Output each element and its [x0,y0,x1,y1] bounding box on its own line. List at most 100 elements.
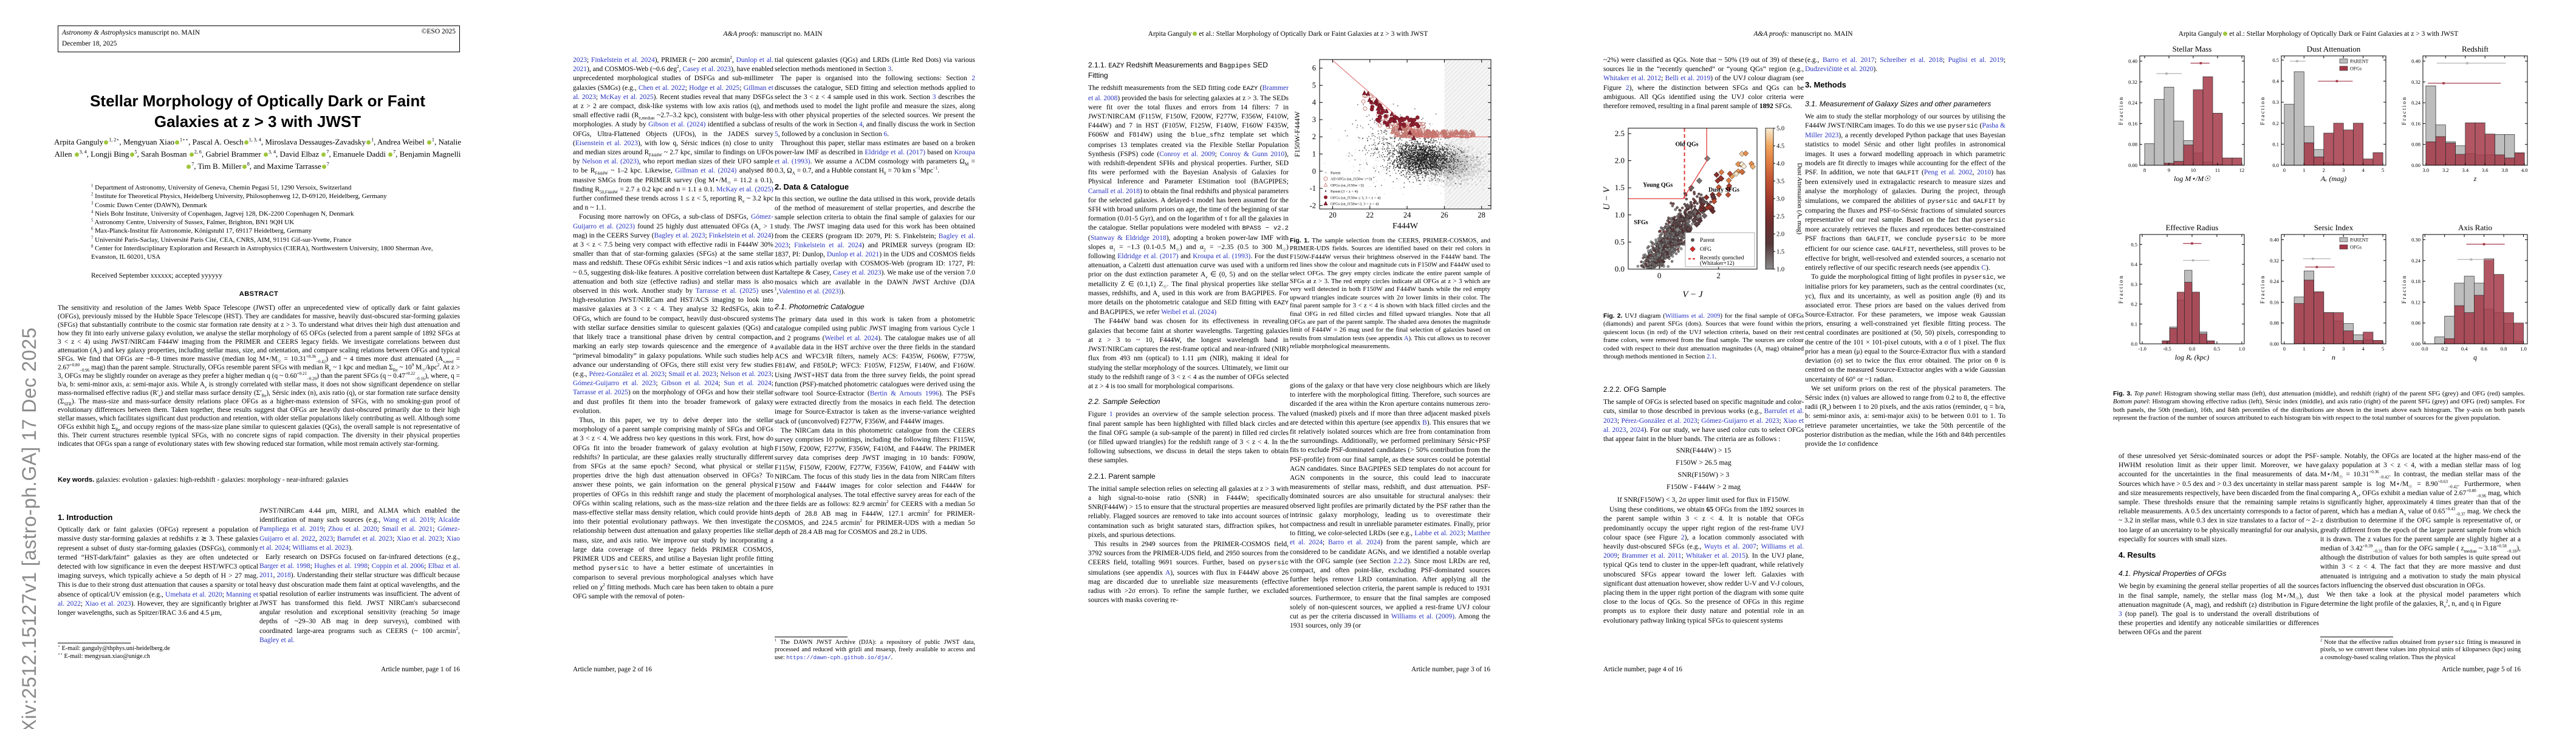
paragraph: Focusing more narrowly on OFGs, a sub-cl… [573,213,773,415]
figure-3-histogram-grid: Stellar Mass 8 9 10 11 12 0.00 0.08 0.16 0.24 0.32… [2109,41,2535,385]
section-heading: 2.2.2. OFG Sample [1603,385,1667,394]
affiliation-item: 7 Université Paris-Saclay, Université Pa… [91,236,352,244]
selection-cut-line [1332,60,1491,137]
fig3-legend: PARENTOFGs [2339,59,2368,72]
paragraph: tial quiescent galaxies (QGs) and LRDs (… [775,56,975,74]
affiliation-item: 2 Institute for Theoretical Physics, Hei… [91,192,387,200]
panel-axis-ratio: Axis Ratio0.0 0.2 0.4 0.6 0.8 1.00.000.060.12… [2402,223,2528,361]
page1-right-column: JWST/NIRCam 4.44 μm, MIRI, and ALMA whic… [259,507,460,661]
page5-running-head: Arpita Ganguly et al.: Stellar Morpholog… [2178,30,2459,38]
received-accepted-line: Received September xxxxxx; accepted yyyy… [91,272,222,279]
section-heading: 2.1. Photometric Catalogue [775,303,865,312]
paragraph: The redshift measurements from the SED f… [1088,84,1289,317]
paragraph: Using these conditions, we obtain 65 OFG… [1603,506,1804,625]
fig2-plot-area [1628,128,1756,269]
panel-redshift: Redshift3.0 3.2 3.4 3.6 3.8 4.00.000.080.160.… [2402,44,2528,183]
section-heading: 3.1. Measurement of Galaxy Sizes and oth… [1805,99,1992,108]
ofg-diamonds [1674,150,1756,238]
paragraph: of these unresolved yet Sérsic-dominated… [2119,453,2319,543]
page5-left-column: of these unresolved yet Sérsic-dominated… [2119,452,2319,662]
orcid-icon [174,140,179,145]
equation: SNR(F150W) > 3 [1677,470,1730,479]
figure-3-caption: Fig. 3. Top panel: Histogram showing ste… [2113,390,2525,422]
author-list: Arpita Ganguly 1, 2⋆, Mengyuan Xiao 1⋆⋆, P… [54,137,461,171]
orcid-icon [129,152,134,157]
figure-1-selection-scatter: 20 22 24 26 28 -2 -1 0 1 2 3 4 5 6 F444W F150W-F444W Par… [1292,56,1495,233]
page-1: arXiv:2512.15127v1 [astro-ph.GA] 17 Dec … [0,0,515,729]
paragraph: We set uniform priors on the rest of the… [1805,385,2006,448]
paper-title: Stellar Morphology of Optically Dark or … [90,92,425,131]
paragraph: The paper is organised into the followin… [775,75,975,138]
keywords-line: Key words. galaxies: evolution - galaxie… [58,476,460,484]
points-parent-z34-sparse [1345,103,1465,186]
footnote: 2 Note that the effective radius obtaine… [2320,638,2521,662]
paragraph: Early research on DSFGs focused on far-i… [259,553,460,644]
orcid-icon [187,165,191,169]
spacer [58,618,258,639]
paragraph: sample. Notably, the OFGs are located at… [2320,453,2521,589]
orcid-icon [388,152,393,157]
arxiv-sidebar-text: arXiv:2512.15127v1 [astro-ph.GA] 17 Dec … [18,327,40,729]
page2-right-column: tial quiescent galaxies (QGs) and LRDs (… [775,56,975,662]
eso-copyright: ©ESO 2025 [421,28,456,35]
abstract-text: The sensitivity and resolution of the Ja… [58,304,460,448]
paragraph: To guide the morphological fitting of li… [1805,273,2006,383]
orcid-icon [244,140,248,145]
page-5: Arpita Ganguly et al.: Stellar Morpholog… [2061,0,2576,729]
panel-dust-attenuation: Dust Attenuation0 1 2 3 4 50.00.10.20.30.40.5… [2260,44,2386,183]
paragraph: We aim to study the stellar morphology o… [1805,112,2006,272]
page3-right-column-lower: gions of the galaxy or that have very cl… [1290,382,1490,662]
orcid-icon [321,165,326,169]
fig3-legend: PARENTOFGs [2339,238,2368,250]
paragraph: Thus, in this paper, we try to delve dee… [573,416,773,600]
orcid-icon [1192,32,1197,36]
manuscript-name: Astronomy & Astrophysics manuscript no. … [62,29,200,36]
orcid-icon [189,152,194,157]
paragraph: 2023; Finkelstein et al. 2024), PRIMER (… [573,56,773,212]
abstract-heading: ABSTRACT [239,290,279,298]
orcid-icon [263,152,268,157]
figure-2-caption: Fig. 2. UVJ diagram (Williams et al. 200… [1603,312,1804,361]
orcid-icon [2222,32,2227,36]
manuscript-date: December 18, 2025 [62,39,117,47]
orcid-icon [426,140,431,145]
page5-right-column: sample. Notably, the OFGs are located at… [2320,452,2521,662]
paragraph: (e.g., Barro et al. 2017; Schreiber et a… [1805,56,2006,74]
paragraph: The primary data used in this work is ta… [775,316,975,425]
paragraph: The sample of OFGs is selected based on … [1603,399,1804,443]
page3-running-head: Arpita Ganguly et al.: Stellar Morpholog… [1148,30,1428,38]
quiescent-wedge-line [1628,128,1707,199]
affiliation-item: 5 Astronomy Centre, University of Sussex… [91,218,295,227]
page4-footer: Article number, page 4 of 16 [1603,666,1683,673]
affiliation-item: 1 Department of Astronomy, University of… [91,183,352,191]
keywords-text: galaxies: evolution - galaxies: high-red… [96,476,349,484]
paragraph: The NIRCam data in this photometric cata… [775,426,975,536]
affiliation-item: 3 Cosmic Dawn Center (DAWN), Denmark [91,200,207,209]
panel-effective-radius: Effective Radius-1.0 -0.5 0.0 0.5 1.00.00.10… [2119,223,2245,361]
page2-running-head: A&A proofs: manuscript no. MAIN [723,30,823,38]
paragraph: gions of the galaxy or that have very cl… [1290,382,1490,630]
footnote: ⋆⋆ E-mail: mengyuan.xiao@unige.ch [58,652,150,660]
section-heading: 2.1.1. EAZY Redshift Measurements and Ba… [1088,61,1268,80]
fig1-svg: 20 22 24 26 28-2-10123456F444WF150W-F444WPar… [1293,59,1492,231]
page2-left-column: 2023; Finkelstein et al. 2024), PRIMER (… [573,56,773,662]
page2-footer: Article number, page 2 of 16 [573,666,653,673]
figure-2-uvj-diagram: Old QGs Young QGs Dusty SFGs SFGs 0 2 0.0 0.5 1.… [1601,125,1811,308]
section-heading: 2.2.1. Parent sample [1088,471,1156,481]
page4-running-head: A&A proofs: manuscript no. MAIN [1753,30,1853,38]
orcid-icon [321,152,326,157]
page1-footer: Article number, page 1 of 16 [380,666,460,673]
paragraph: JWST/NIRCam 4.44 μm, MIRI, and ALMA whic… [259,507,460,552]
paragraph: We then take a look at the physical mode… [2320,591,2521,609]
section-heading: 4.1. Physical Properties of OFGs [2119,569,2227,578]
page3-left-column: 2.1.1. EAZY Redshift Measurements and Ba… [1088,55,1289,662]
ofg-filled-circles [1369,100,1420,128]
page-3: Arpita Ganguly et al.: Stellar Morpholog… [1030,0,1546,729]
paragraph: The F444W band was chosen for its effect… [1088,318,1289,390]
paragraph: The initial sample selection relies on s… [1088,485,1289,539]
paragraph: In this section, we outline the data uti… [775,195,975,295]
page-2: A&A proofs: manuscript no. MAIN 2023; Fi… [515,0,1030,729]
manuscript-header-box: Astronomy & Astrophysics manuscript no. … [58,26,460,52]
fig1-plot-area [1323,60,1491,209]
paragraph: Throughout this paper, stellar mass esti… [775,139,975,176]
